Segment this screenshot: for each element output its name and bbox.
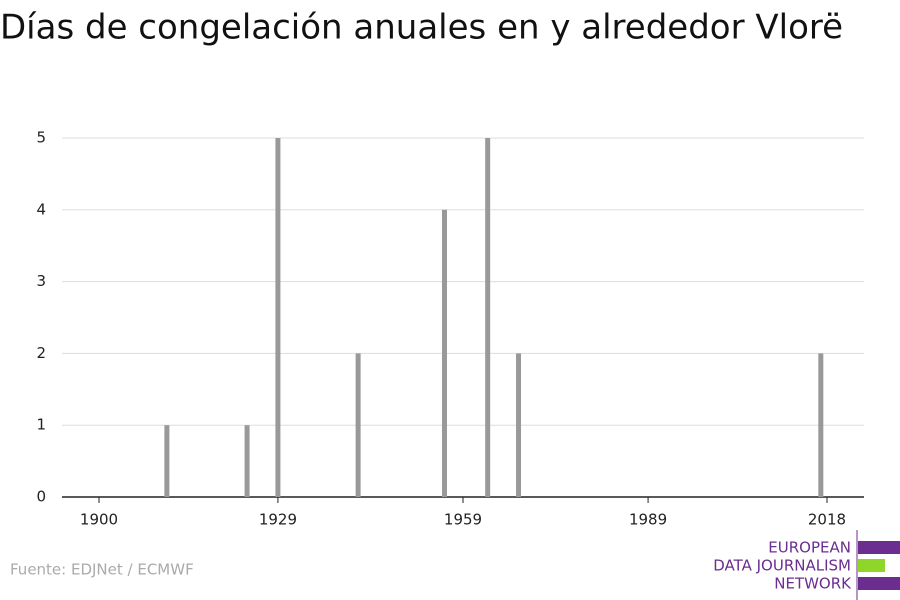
x-tick-label: 1959 xyxy=(444,511,482,529)
y-tick-label: 4 xyxy=(36,200,46,218)
bar xyxy=(441,209,447,498)
logo-bar xyxy=(858,541,900,554)
logo-text: DATA JOURNALISM xyxy=(713,557,851,575)
y-tick-label: 5 xyxy=(36,129,46,147)
source: Fuente: EDJNet / ECMWF xyxy=(10,561,194,579)
bar xyxy=(164,425,170,497)
logo-text: EUROPEAN xyxy=(768,539,851,557)
bar xyxy=(818,353,824,497)
logo: EUROPEAN DATA JOURNALISM NETWORK xyxy=(713,530,900,600)
y-tick-label: 2 xyxy=(36,344,46,362)
bar xyxy=(485,138,491,497)
logo-bar xyxy=(858,559,885,572)
y-tick-label: 1 xyxy=(36,416,46,434)
bar xyxy=(355,353,361,497)
x-tick-label: 2018 xyxy=(808,511,846,529)
logo-text: NETWORK xyxy=(774,575,852,593)
y-tick-label: 3 xyxy=(36,272,46,290)
logo-bar xyxy=(858,577,900,590)
x-tick-label: 1900 xyxy=(80,511,118,529)
chart-title: Días de congelación anuales en y alreded… xyxy=(0,8,843,48)
bar xyxy=(516,353,522,497)
bar xyxy=(275,138,281,497)
bar xyxy=(244,425,250,497)
x-tick-label: 1989 xyxy=(629,511,667,529)
y-tick-label: 0 xyxy=(36,488,46,506)
x-tick-label: 1929 xyxy=(259,511,297,529)
